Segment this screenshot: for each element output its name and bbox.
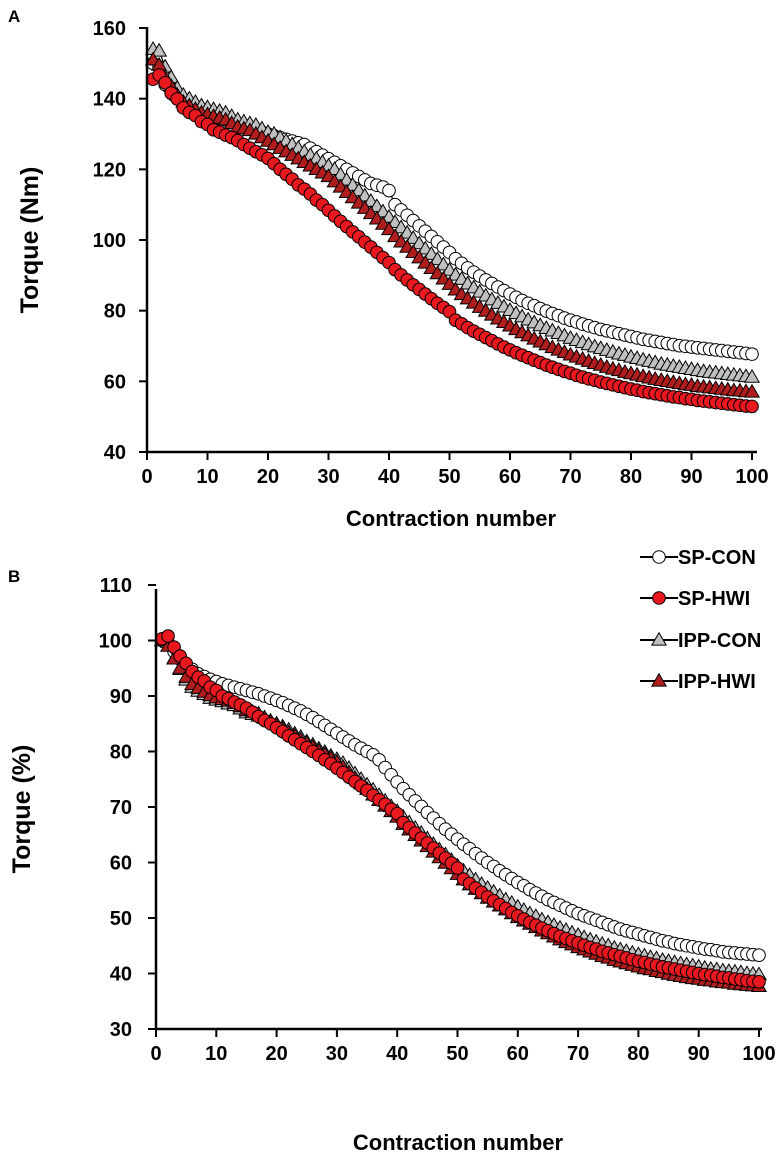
- point-sp-hwi: [161, 629, 175, 643]
- y-tick-label: 100: [99, 631, 132, 653]
- x-tick-label: 20: [265, 1043, 287, 1065]
- x-tick-label: 60: [507, 1043, 529, 1065]
- panel-b-x-axis-title: Contraction number: [353, 1130, 564, 1155]
- legend-marker: [652, 550, 666, 564]
- point-sp-con: [745, 347, 759, 361]
- x-tick-label: 50: [438, 466, 460, 488]
- y-tick-label: 90: [110, 686, 132, 708]
- legend-item-sp-hwi: SP-HWI: [640, 588, 750, 610]
- point-ipp-hwi: [380, 221, 398, 236]
- x-tick-label: 100: [742, 1043, 775, 1065]
- point-ipp-hwi: [743, 383, 761, 398]
- y-tick-label: 110: [100, 575, 132, 597]
- point-sp-con: [752, 948, 766, 962]
- legend-item-ipp-hwi: IPP-HWI: [640, 671, 756, 693]
- series-line-ipp-con: [152, 48, 753, 378]
- point-ipp-con: [743, 368, 761, 383]
- point-sp-hwi: [158, 75, 172, 90]
- x-tick-label: 80: [627, 1043, 649, 1065]
- x-tick-label: 40: [386, 1043, 408, 1065]
- panel-a-series: [144, 41, 761, 414]
- x-tick-label: 30: [317, 466, 339, 488]
- point-sp-con: [382, 183, 396, 198]
- series-sp-hwi: [146, 68, 759, 414]
- y-tick-label: 160: [93, 18, 126, 40]
- point-sp-hwi: [450, 861, 465, 875]
- panel-a-y-axis-title: Torque (Nm): [16, 167, 44, 314]
- y-tick-label: 50: [110, 908, 132, 930]
- y-tick-label: 80: [110, 742, 132, 764]
- legend-item-ipp-con: IPP-CON: [640, 630, 761, 652]
- legend-label: IPP-HWI: [678, 671, 756, 693]
- x-tick-label: 0: [141, 466, 152, 488]
- series-ipp-con: [144, 41, 761, 383]
- x-tick-label: 100: [735, 466, 768, 488]
- y-tick-label: 70: [110, 797, 132, 819]
- y-tick-label: 80: [104, 301, 126, 323]
- x-tick-label: 30: [326, 1043, 348, 1065]
- y-tick-label: 120: [93, 159, 126, 181]
- legend-item-sp-con: SP-CON: [640, 547, 756, 569]
- panel-a-x-axis-title: Contraction number: [346, 506, 557, 531]
- legend: SP-CON SP-HWI IPP-CON IPP-HWI: [640, 547, 761, 693]
- y-tick-label: 100: [93, 230, 126, 252]
- series-sp-hwi: [155, 629, 766, 989]
- legend-marker: [652, 591, 666, 605]
- point-ipp-con: [151, 42, 168, 57]
- x-tick-label: 40: [378, 466, 400, 488]
- y-tick-label: 40: [110, 964, 132, 986]
- series-sp-con: [155, 633, 766, 962]
- panel-b: B 30 40 50 60 70 80 90 100 110 0 10 20 30 40 50 60 70 80…: [8, 567, 776, 1155]
- x-tick-label: 90: [680, 466, 702, 488]
- panel-letter-a: A: [8, 7, 20, 26]
- x-tick-label: 70: [567, 1043, 589, 1065]
- y-tick-label: 60: [104, 371, 126, 393]
- x-tick-label: 80: [620, 466, 642, 488]
- point-sp-hwi: [745, 399, 759, 414]
- panel-b-x-ticks: 0 10 20 30 40 50 60 70 80 90 100: [150, 1029, 776, 1065]
- y-tick-label: 60: [110, 853, 132, 875]
- x-tick-label: 90: [688, 1043, 710, 1065]
- panel-a-y-ticks: 40 60 80 100 120 140 160: [93, 18, 147, 464]
- panel-b-y-axis-title: Torque (%): [8, 745, 36, 874]
- panel-a: A 40 60 80 100 120 140 160 0 10 20 30 40 50 60 70 80 90…: [8, 7, 769, 531]
- x-tick-label: 0: [150, 1043, 161, 1065]
- panel-a-x-ticks: 0 10 20 30 40 50 60 70 80 90 100: [141, 452, 769, 488]
- legend-label: SP-HWI: [678, 588, 750, 610]
- x-tick-label: 50: [446, 1043, 468, 1065]
- x-tick-label: 60: [499, 466, 521, 488]
- legend-marker: [650, 631, 668, 646]
- legend-marker: [650, 672, 668, 687]
- point-sp-hwi: [752, 975, 766, 989]
- legend-label: IPP-CON: [678, 630, 761, 652]
- x-tick-label: 70: [559, 466, 581, 488]
- y-tick-label: 40: [104, 442, 126, 464]
- y-tick-label: 140: [93, 89, 126, 111]
- panel-b-y-ticks: 30 40 50 60 70 80 90 100 110: [99, 575, 156, 1041]
- panel-b-series: [153, 629, 768, 992]
- legend-label: SP-CON: [678, 547, 756, 569]
- x-tick-label: 10: [205, 1043, 227, 1065]
- x-tick-label: 10: [196, 466, 218, 488]
- y-tick-label: 30: [110, 1019, 132, 1041]
- x-tick-label: 20: [257, 466, 279, 488]
- panel-letter-b: B: [8, 567, 20, 586]
